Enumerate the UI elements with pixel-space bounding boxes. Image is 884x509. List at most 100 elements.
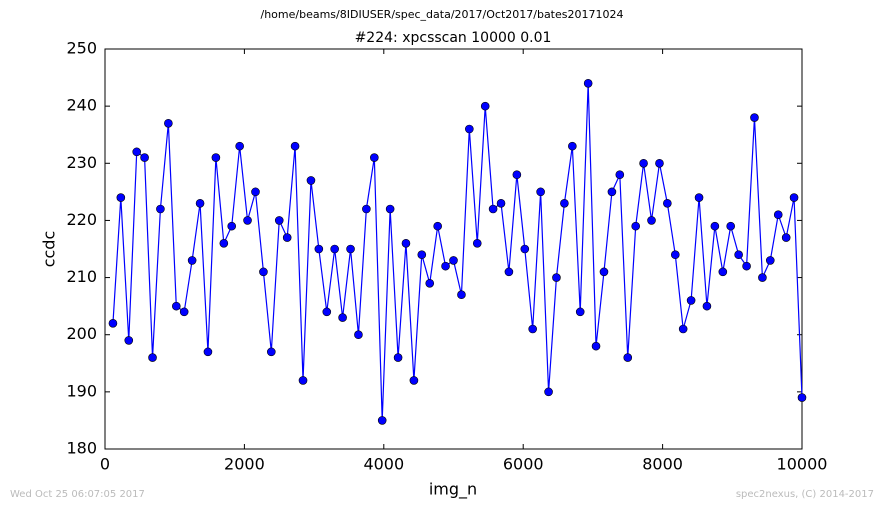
data-point bbox=[338, 313, 347, 322]
data-point bbox=[568, 141, 577, 151]
data-point bbox=[655, 158, 664, 168]
data-point bbox=[758, 273, 767, 282]
y-tick-label: 190 bbox=[66, 381, 97, 400]
data-point bbox=[797, 393, 807, 402]
data-point bbox=[726, 221, 735, 231]
data-point bbox=[401, 238, 411, 248]
data-point bbox=[560, 198, 569, 208]
data-point bbox=[330, 244, 339, 254]
data-point bbox=[219, 238, 229, 248]
data-point bbox=[663, 198, 672, 208]
data-point bbox=[235, 141, 244, 151]
data-point bbox=[108, 318, 118, 328]
data-point bbox=[298, 376, 308, 385]
data-point bbox=[773, 210, 783, 220]
data-point bbox=[211, 153, 221, 162]
data-point bbox=[385, 204, 395, 214]
data-point bbox=[536, 187, 545, 197]
data-point bbox=[227, 221, 237, 231]
data-point bbox=[362, 204, 371, 214]
x-tick-label: 2000 bbox=[224, 455, 265, 474]
data-point bbox=[528, 324, 537, 334]
data-point bbox=[765, 256, 775, 265]
data-point bbox=[496, 198, 506, 208]
x-tick-label: 4000 bbox=[363, 455, 404, 474]
data-point bbox=[504, 267, 514, 277]
data-point bbox=[417, 250, 427, 260]
data-point bbox=[346, 244, 355, 254]
data-point bbox=[306, 176, 316, 185]
data-point bbox=[140, 153, 149, 162]
data-point bbox=[742, 261, 751, 271]
data-point bbox=[164, 118, 173, 128]
data-point bbox=[718, 267, 728, 277]
data-point bbox=[179, 307, 189, 317]
suptitle: /home/beams/8IDIUSER/spec_data/2017/Oct2… bbox=[261, 8, 624, 21]
data-point bbox=[314, 244, 324, 254]
data-point bbox=[282, 233, 292, 242]
data-point bbox=[393, 353, 403, 362]
data-point bbox=[116, 193, 126, 202]
y-tick-label: 220 bbox=[66, 210, 97, 229]
y-tick-label: 230 bbox=[66, 153, 97, 172]
y-tick-label: 210 bbox=[66, 267, 97, 286]
data-point bbox=[488, 204, 498, 214]
data-point bbox=[781, 233, 791, 242]
data-point bbox=[290, 141, 300, 151]
data-point bbox=[354, 330, 363, 340]
data-point bbox=[512, 170, 522, 180]
data-point bbox=[433, 221, 442, 231]
data-point bbox=[377, 416, 387, 425]
data-point bbox=[480, 101, 490, 111]
data-point bbox=[243, 216, 252, 225]
data-point bbox=[670, 250, 680, 260]
data-point bbox=[520, 244, 530, 254]
x-axis-label: img_n bbox=[429, 480, 477, 500]
data-point bbox=[172, 301, 181, 311]
data-point bbox=[267, 347, 276, 357]
x-tick-label: 0 bbox=[100, 455, 110, 474]
data-point bbox=[457, 290, 466, 300]
footer-left: Wed Oct 25 06:07:05 2017 bbox=[10, 489, 145, 500]
data-line bbox=[112, 83, 803, 421]
y-axis-label: ccdc bbox=[40, 231, 59, 268]
x-tick-label: 8000 bbox=[642, 455, 683, 474]
plot-frame bbox=[104, 48, 803, 450]
data-point bbox=[203, 347, 213, 357]
data-point bbox=[623, 353, 633, 362]
data-point bbox=[251, 187, 260, 197]
data-point bbox=[322, 307, 332, 317]
data-point bbox=[544, 387, 553, 397]
data-point bbox=[583, 78, 593, 88]
data-point bbox=[148, 353, 157, 362]
data-point bbox=[734, 250, 743, 260]
data-point bbox=[789, 193, 799, 202]
data-point bbox=[552, 273, 561, 282]
data-point bbox=[694, 193, 704, 202]
data-point bbox=[615, 170, 625, 180]
data-point bbox=[686, 296, 696, 305]
data-point bbox=[425, 278, 435, 288]
data-point bbox=[132, 147, 142, 157]
data-point bbox=[465, 124, 474, 134]
y-tick-label: 200 bbox=[66, 324, 97, 343]
data-point bbox=[575, 307, 585, 317]
x-tick-label: 6000 bbox=[503, 455, 544, 474]
chart-title: #224: xpcsscan 10000 0.01 bbox=[355, 30, 552, 46]
data-point bbox=[678, 324, 688, 334]
data-point bbox=[274, 216, 284, 225]
data-point bbox=[259, 267, 268, 277]
data-point bbox=[441, 261, 450, 271]
data-point bbox=[702, 301, 712, 311]
data-point bbox=[710, 221, 720, 231]
y-tick-label: 250 bbox=[66, 39, 97, 58]
data-point bbox=[370, 153, 379, 162]
data-point bbox=[599, 267, 609, 277]
data-point bbox=[156, 204, 165, 214]
data-point bbox=[187, 256, 197, 265]
data-point bbox=[750, 113, 759, 122]
data-point bbox=[631, 221, 640, 231]
data-point bbox=[409, 376, 419, 385]
data-point bbox=[639, 158, 648, 168]
